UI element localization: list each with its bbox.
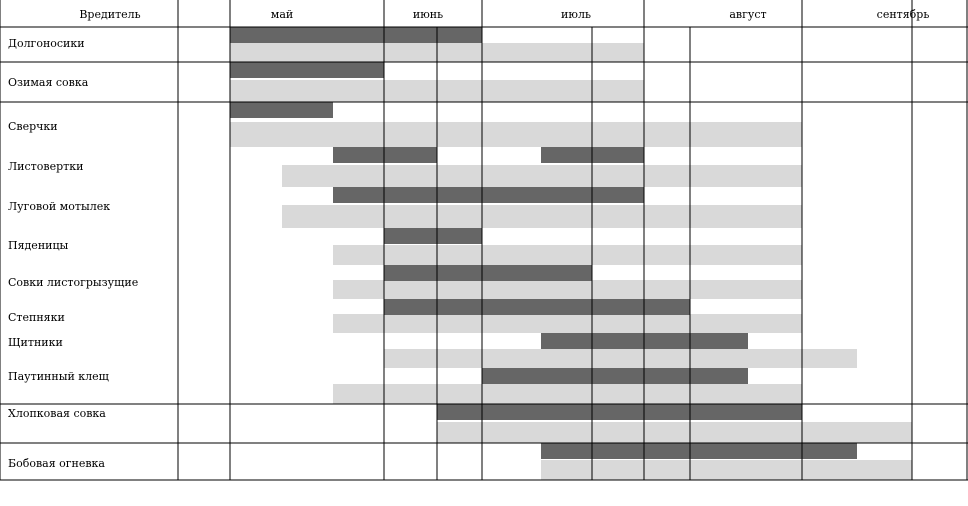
pest-row — [437, 404, 912, 443]
activity-dark-bar — [541, 443, 857, 459]
activity-dark-bar — [333, 147, 437, 163]
activity-light-bar — [333, 384, 802, 404]
pest-row — [333, 265, 802, 299]
activity-dark-bar — [482, 368, 748, 384]
activity-dark-bar — [230, 27, 482, 43]
activity-light-bar — [282, 165, 802, 187]
month-label-june: июнь — [413, 8, 443, 21]
month-label-july: июль — [561, 8, 591, 21]
pest-row — [333, 368, 802, 404]
activity-light-bar — [230, 122, 802, 147]
activity-dark-bar — [230, 102, 333, 118]
pest-label: Паутинный клещ — [8, 370, 109, 383]
header-pest-label: Вредитель — [79, 8, 140, 21]
pest-row — [230, 102, 802, 147]
activity-light-bar — [333, 245, 802, 265]
month-label-september: сентябрь — [877, 8, 930, 21]
activity-light-bar — [482, 43, 644, 62]
activity-dark-bar — [333, 187, 644, 203]
pest-label: Листовертки — [8, 160, 83, 173]
pest-label: Совки листогрызущие — [8, 276, 138, 289]
pest-label: Долгоносики — [8, 37, 85, 50]
pest-label: Щитники — [8, 336, 63, 349]
activity-light-bar — [333, 280, 802, 299]
activity-light-bar — [482, 80, 644, 102]
activity-dark-bar — [230, 62, 384, 78]
pest-row — [333, 228, 802, 265]
activity-dark-bar — [384, 228, 482, 244]
activity-light-bar — [384, 349, 857, 368]
pest-label: Сверчки — [8, 120, 58, 133]
pest-row — [384, 333, 857, 368]
pest-row — [333, 299, 802, 333]
activity-dark-bar — [437, 404, 802, 420]
pest-label: Пяденицы — [8, 239, 69, 252]
activity-light-bar — [333, 314, 802, 333]
pest-label: Луговой мотылек — [8, 200, 110, 213]
activity-light-bar — [230, 80, 384, 102]
pest-row — [282, 187, 802, 228]
pest-label: Степняки — [8, 311, 65, 324]
pest-row — [282, 147, 802, 187]
pest-label: Бобовая огневка — [8, 457, 105, 470]
bars-layer — [230, 27, 912, 480]
activity-light-bar — [230, 43, 482, 62]
activity-light-bar — [437, 422, 912, 443]
pest-row — [541, 443, 912, 480]
activity-dark-bar — [384, 265, 592, 281]
pest-label: Хлопковая совка — [8, 407, 106, 420]
activity-light-bar — [282, 205, 802, 228]
month-label-august: август — [729, 8, 766, 21]
month-label-may: май — [271, 8, 293, 21]
pest-label: Озимая совка — [8, 76, 89, 89]
activity-light-bar — [384, 80, 482, 102]
activity-light-bar — [541, 460, 912, 480]
